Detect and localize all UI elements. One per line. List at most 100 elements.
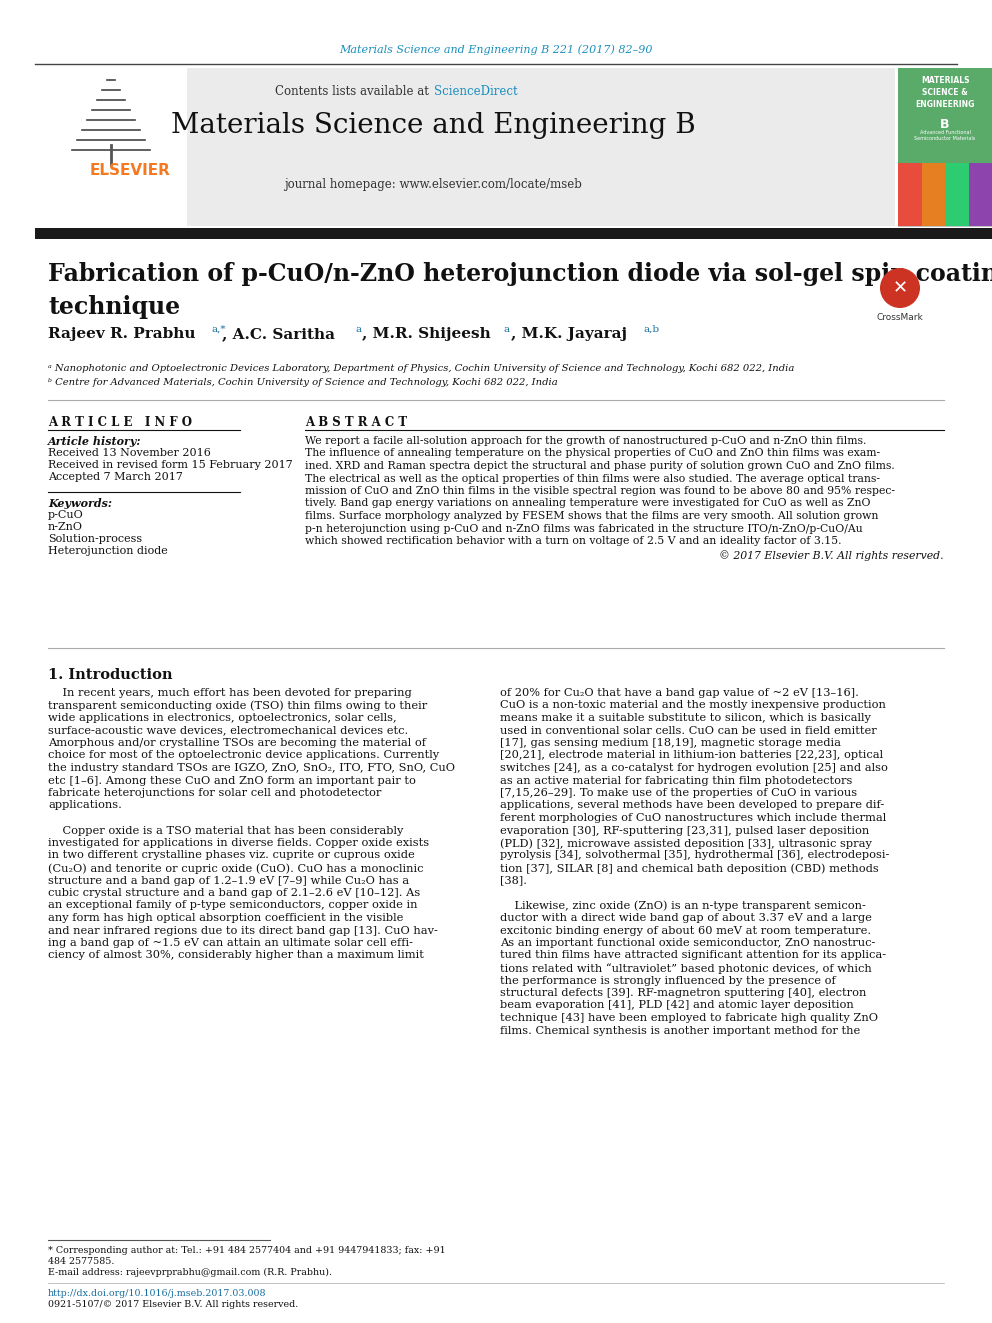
Text: A B S T R A C T: A B S T R A C T bbox=[305, 415, 407, 429]
Text: a: a bbox=[504, 325, 510, 333]
Text: 484 2577585.: 484 2577585. bbox=[48, 1257, 114, 1266]
Text: used in conventional solar cells. CuO can be used in field emitter: used in conventional solar cells. CuO ca… bbox=[500, 725, 877, 736]
Text: choice for most of the optoelectronic device applications. Currently: choice for most of the optoelectronic de… bbox=[48, 750, 439, 761]
Text: ᵇ Centre for Advanced Materials, Cochin University of Science and Technology, Ko: ᵇ Centre for Advanced Materials, Cochin … bbox=[48, 378, 558, 388]
Text: CuO is a non-toxic material and the mostly inexpensive production: CuO is a non-toxic material and the most… bbox=[500, 700, 886, 710]
Text: an exceptional family of p-type semiconductors, copper oxide in: an exceptional family of p-type semicond… bbox=[48, 901, 418, 910]
Text: 0921-5107/© 2017 Elsevier B.V. All rights reserved.: 0921-5107/© 2017 Elsevier B.V. All right… bbox=[48, 1301, 299, 1308]
Text: (PLD) [32], microwave assisted deposition [33], ultrasonic spray: (PLD) [32], microwave assisted depositio… bbox=[500, 837, 872, 848]
Text: ✕: ✕ bbox=[893, 279, 908, 296]
Text: 1. Introduction: 1. Introduction bbox=[48, 668, 173, 681]
Text: p-n heterojunction using p-CuO and n-ZnO films was fabricated in the structure I: p-n heterojunction using p-CuO and n-ZnO… bbox=[305, 524, 863, 533]
Text: A R T I C L E   I N F O: A R T I C L E I N F O bbox=[48, 415, 192, 429]
Bar bbox=[898, 67, 992, 163]
Text: films. Surface morphology analyzed by FESEM shows that the films are very smooth: films. Surface morphology analyzed by FE… bbox=[305, 511, 878, 521]
Text: ᵃ Nanophotonic and Optoelectronic Devices Laboratory, Department of Physics, Coc: ᵃ Nanophotonic and Optoelectronic Device… bbox=[48, 364, 795, 373]
Text: , A.C. Saritha: , A.C. Saritha bbox=[222, 327, 335, 341]
Text: the performance is strongly influenced by the presence of: the performance is strongly influenced b… bbox=[500, 975, 835, 986]
Text: Copper oxide is a TSO material that has been considerably: Copper oxide is a TSO material that has … bbox=[48, 826, 404, 836]
Text: applications, several methods have been developed to prepare dif-: applications, several methods have been … bbox=[500, 800, 884, 811]
Bar bbox=[35, 67, 895, 226]
Text: which showed rectification behavior with a turn on voltage of 2.5 V and an ideal: which showed rectification behavior with… bbox=[305, 536, 841, 546]
Text: fabricate heterojunctions for solar cell and photodetector: fabricate heterojunctions for solar cell… bbox=[48, 789, 381, 798]
Text: Amorphous and/or crystalline TSOs are becoming the material of: Amorphous and/or crystalline TSOs are be… bbox=[48, 738, 426, 747]
Text: ductor with a direct wide band gap of about 3.37 eV and a large: ductor with a direct wide band gap of ab… bbox=[500, 913, 872, 923]
Text: ined. XRD and Raman spectra depict the structural and phase purity of solution g: ined. XRD and Raman spectra depict the s… bbox=[305, 460, 895, 471]
Text: mission of CuO and ZnO thin films in the visible spectral region was found to be: mission of CuO and ZnO thin films in the… bbox=[305, 486, 895, 496]
Text: switches [24], as a co-catalyst for hydrogen evolution [25] and also: switches [24], as a co-catalyst for hydr… bbox=[500, 763, 888, 773]
Text: MATERIALS
SCIENCE &
ENGINEERING: MATERIALS SCIENCE & ENGINEERING bbox=[916, 75, 975, 108]
Text: , M.K. Jayaraj: , M.K. Jayaraj bbox=[511, 327, 627, 341]
Text: ELSEVIER: ELSEVIER bbox=[90, 163, 171, 179]
Text: http://dx.doi.org/10.1016/j.mseb.2017.03.008: http://dx.doi.org/10.1016/j.mseb.2017.03… bbox=[48, 1289, 267, 1298]
Text: etc [1–6]. Among these CuO and ZnO form an important pair to: etc [1–6]. Among these CuO and ZnO form … bbox=[48, 775, 416, 786]
Text: As an important functional oxide semiconductor, ZnO nanostruc-: As an important functional oxide semicon… bbox=[500, 938, 875, 949]
Text: Accepted 7 March 2017: Accepted 7 March 2017 bbox=[48, 472, 183, 482]
Text: tion [37], SILAR [8] and chemical bath deposition (CBD) methods: tion [37], SILAR [8] and chemical bath d… bbox=[500, 863, 879, 873]
Text: ing a band gap of ~1.5 eV can attain an ultimate solar cell effi-: ing a band gap of ~1.5 eV can attain an … bbox=[48, 938, 413, 949]
Text: B: B bbox=[940, 118, 949, 131]
Text: , M.R. Shijeesh: , M.R. Shijeesh bbox=[362, 327, 491, 341]
Text: any form has high optical absorption coefficient in the visible: any form has high optical absorption coe… bbox=[48, 913, 404, 923]
Text: ferent morphologies of CuO nanostructures which include thermal: ferent morphologies of CuO nanostructure… bbox=[500, 814, 886, 823]
Text: p-CuO: p-CuO bbox=[48, 509, 83, 520]
Text: * Corresponding author at: Tel.: +91 484 2577404 and +91 9447941833; fax: +91: * Corresponding author at: Tel.: +91 484… bbox=[48, 1246, 445, 1256]
Text: Article history:: Article history: bbox=[48, 437, 142, 447]
Text: a,*: a,* bbox=[212, 325, 226, 333]
Text: Rajeev R. Prabhu: Rajeev R. Prabhu bbox=[48, 327, 195, 341]
Text: The influence of annealing temperature on the physical properties of CuO and ZnO: The influence of annealing temperature o… bbox=[305, 448, 880, 459]
Text: The electrical as well as the optical properties of thin films were also studied: The electrical as well as the optical pr… bbox=[305, 474, 880, 483]
Text: Keywords:: Keywords: bbox=[48, 497, 112, 509]
Text: and near infrared regions due to its direct band gap [13]. CuO hav-: and near infrared regions due to its dir… bbox=[48, 926, 437, 935]
Text: a,b: a,b bbox=[644, 325, 660, 333]
Bar bbox=[898, 163, 922, 226]
Text: means make it a suitable substitute to silicon, which is basically: means make it a suitable substitute to s… bbox=[500, 713, 871, 722]
Text: We report a facile all-solution approach for the growth of nanostructured p-CuO : We report a facile all-solution approach… bbox=[305, 437, 866, 446]
Text: evaporation [30], RF-sputtering [23,31], pulsed laser deposition: evaporation [30], RF-sputtering [23,31],… bbox=[500, 826, 869, 836]
Text: tively. Band gap energy variations on annealing temperature were investigated fo: tively. Band gap energy variations on an… bbox=[305, 499, 871, 508]
Text: ciency of almost 30%, considerably higher than a maximum limit: ciency of almost 30%, considerably highe… bbox=[48, 950, 424, 960]
Text: of 20% for Cu₂O that have a band gap value of ~2 eV [13–16].: of 20% for Cu₂O that have a band gap val… bbox=[500, 688, 859, 699]
Bar bbox=[35, 228, 992, 239]
Text: a: a bbox=[355, 325, 361, 333]
Bar bbox=[968, 163, 992, 226]
Bar bbox=[35, 67, 187, 226]
Text: technique [43] have been employed to fabricate high quality ZnO: technique [43] have been employed to fab… bbox=[500, 1013, 878, 1023]
Text: Fabrication of p-CuO/n-ZnO heterojunction diode via sol-gel spin coating: Fabrication of p-CuO/n-ZnO heterojunctio… bbox=[48, 262, 992, 286]
Text: In recent years, much effort has been devoted for preparing: In recent years, much effort has been de… bbox=[48, 688, 412, 699]
Text: [38].: [38]. bbox=[500, 876, 527, 885]
Text: [17], gas sensing medium [18,19], magnetic storage media: [17], gas sensing medium [18,19], magnet… bbox=[500, 738, 841, 747]
Text: as an active material for fabricating thin film photodetectors: as an active material for fabricating th… bbox=[500, 775, 852, 786]
Text: transparent semiconducting oxide (TSO) thin films owing to their: transparent semiconducting oxide (TSO) t… bbox=[48, 700, 428, 710]
Circle shape bbox=[880, 269, 920, 308]
Text: structural defects [39]. RF-magnetron sputtering [40], electron: structural defects [39]. RF-magnetron sp… bbox=[500, 988, 866, 998]
Text: tions related with “ultraviolet” based photonic devices, of which: tions related with “ultraviolet” based p… bbox=[500, 963, 872, 974]
Text: pyrolysis [34], solvothermal [35], hydrothermal [36], electrodeposi-: pyrolysis [34], solvothermal [35], hydro… bbox=[500, 851, 890, 860]
Text: beam evaporation [41], PLD [42] and atomic layer deposition: beam evaporation [41], PLD [42] and atom… bbox=[500, 1000, 854, 1011]
Text: the industry standard TSOs are IGZO, ZnO, SnO₂, ITO, FTO, SnO, CuO: the industry standard TSOs are IGZO, ZnO… bbox=[48, 763, 455, 773]
Text: Materials Science and Engineering B 221 (2017) 82–90: Materials Science and Engineering B 221 … bbox=[339, 45, 653, 56]
Text: n-ZnO: n-ZnO bbox=[48, 523, 83, 532]
Text: ScienceDirect: ScienceDirect bbox=[434, 85, 518, 98]
Bar bbox=[922, 163, 945, 226]
Text: in two different crystalline phases viz. cuprite or cuprous oxide: in two different crystalline phases viz.… bbox=[48, 851, 415, 860]
Text: Likewise, zinc oxide (ZnO) is an n-type transparent semicon-: Likewise, zinc oxide (ZnO) is an n-type … bbox=[500, 901, 866, 912]
Text: journal homepage: www.elsevier.com/locate/mseb: journal homepage: www.elsevier.com/locat… bbox=[284, 179, 582, 191]
Text: (Cu₂O) and tenorite or cupric oxide (CuO). CuO has a monoclinic: (Cu₂O) and tenorite or cupric oxide (CuO… bbox=[48, 863, 424, 873]
Text: tured thin films have attracted significant attention for its applica-: tured thin films have attracted signific… bbox=[500, 950, 886, 960]
Text: wide applications in electronics, optoelectronics, solar cells,: wide applications in electronics, optoel… bbox=[48, 713, 397, 722]
Text: applications.: applications. bbox=[48, 800, 122, 811]
Text: Solution-process: Solution-process bbox=[48, 534, 142, 544]
Bar bbox=[898, 67, 992, 226]
Text: surface-acoustic wave devices, electromechanical devices etc.: surface-acoustic wave devices, electrome… bbox=[48, 725, 409, 736]
Text: Received 13 November 2016: Received 13 November 2016 bbox=[48, 448, 211, 458]
Text: Received in revised form 15 February 2017: Received in revised form 15 February 201… bbox=[48, 460, 293, 470]
Text: technique: technique bbox=[48, 295, 181, 319]
Text: excitonic binding energy of about 60 meV at room temperature.: excitonic binding energy of about 60 meV… bbox=[500, 926, 871, 935]
Text: films. Chemical synthesis is another important method for the: films. Chemical synthesis is another imp… bbox=[500, 1025, 860, 1036]
Bar bbox=[945, 163, 968, 226]
Text: [7,15,26–29]. To make use of the properties of CuO in various: [7,15,26–29]. To make use of the propert… bbox=[500, 789, 857, 798]
Text: cubic crystal structure and a band gap of 2.1–2.6 eV [10–12]. As: cubic crystal structure and a band gap o… bbox=[48, 888, 421, 898]
Text: E-mail address: rajeevprprabhu@gmail.com (R.R. Prabhu).: E-mail address: rajeevprprabhu@gmail.com… bbox=[48, 1267, 332, 1277]
Text: investigated for applications in diverse fields. Copper oxide exists: investigated for applications in diverse… bbox=[48, 837, 430, 848]
